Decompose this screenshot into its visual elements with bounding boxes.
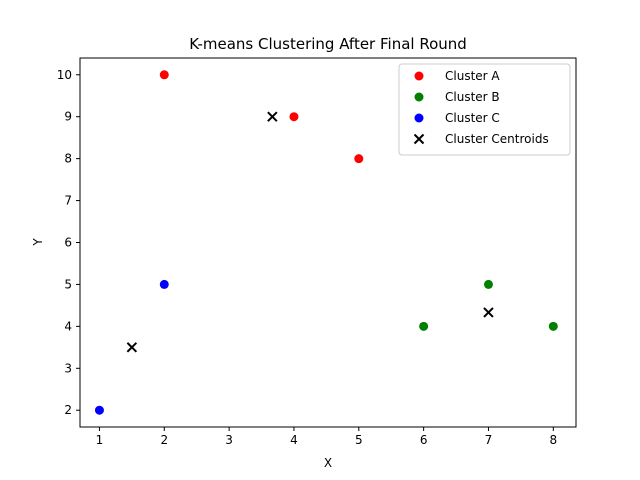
legend-label: Cluster Centroids xyxy=(445,132,549,146)
x-tick-label: 8 xyxy=(549,433,557,447)
y-tick-label: 10 xyxy=(57,68,72,82)
legend-marker xyxy=(413,133,425,145)
data-point xyxy=(483,279,493,289)
y-tick-label: 7 xyxy=(64,194,72,208)
legend-label: Cluster C xyxy=(445,111,500,125)
x-tick-label: 1 xyxy=(96,433,104,447)
centroid-marker xyxy=(126,342,138,353)
y-tick-label: 6 xyxy=(64,236,72,250)
y-tick-label: 5 xyxy=(64,277,72,291)
y-tick-label: 9 xyxy=(64,110,72,124)
data-point xyxy=(94,405,104,415)
x-tick-label: 2 xyxy=(160,433,168,447)
data-point xyxy=(159,70,169,80)
x-tick-label: 3 xyxy=(225,433,233,447)
data-point xyxy=(159,279,169,289)
y-tick-label: 8 xyxy=(64,152,72,166)
legend-marker xyxy=(414,92,424,102)
legend-label: Cluster B xyxy=(445,90,500,104)
data-point xyxy=(289,112,299,122)
x-axis: 1 2 3 4 5 6 7 8 xyxy=(96,427,557,447)
chart-title: K-means Clustering After Final Round xyxy=(189,35,467,53)
x-tick-label: 5 xyxy=(355,433,363,447)
x-tick-label: 6 xyxy=(420,433,428,447)
y-tick-label: 4 xyxy=(64,319,72,333)
legend-label: Cluster A xyxy=(445,69,500,83)
data-point xyxy=(548,321,558,331)
data-point xyxy=(419,321,429,331)
legend-marker xyxy=(414,113,424,123)
x-axis-label: X xyxy=(324,456,332,470)
data-point xyxy=(354,154,364,164)
y-tick-label: 2 xyxy=(64,403,72,417)
centroid-marker xyxy=(483,307,494,318)
y-axis-label: Y xyxy=(31,238,45,247)
legend: Cluster A Cluster B Cluster C Cluster Centr… xyxy=(398,63,571,156)
plot-area xyxy=(94,70,558,415)
x-tick-label: 4 xyxy=(290,433,298,447)
x-tick-label: 7 xyxy=(485,433,493,447)
centroid-marker xyxy=(267,111,278,122)
legend-marker xyxy=(414,71,424,81)
y-axis: 2 3 4 5 6 7 8 9 10 xyxy=(57,68,80,417)
legend-box xyxy=(398,63,571,156)
y-tick-label: 3 xyxy=(64,361,72,375)
